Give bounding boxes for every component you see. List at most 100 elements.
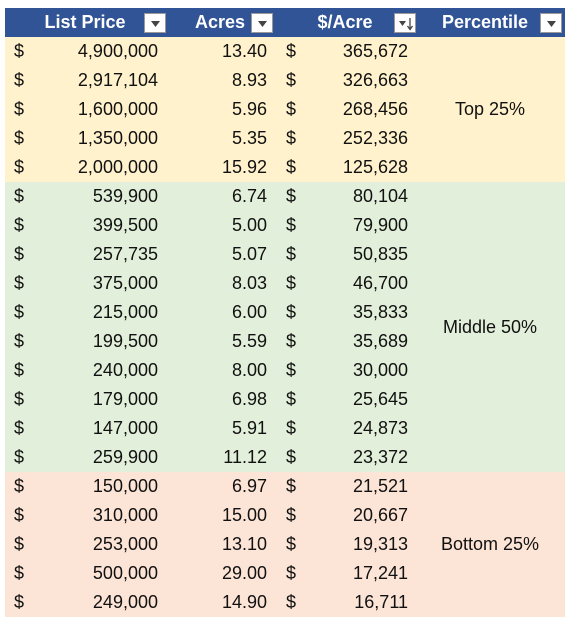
currency-symbol: $ [14,186,25,206]
price-per-acre: 20,667 [352,505,408,525]
currency-symbol: $ [286,186,297,206]
price-per-acre: 17,241 [352,563,408,583]
currency-symbol: $ [286,128,297,148]
list-price: 500,000 [92,563,158,583]
price-per-acre: 19,313 [352,534,408,554]
price-per-acre: 21,521 [352,476,408,496]
price-per-acre: 79,900 [352,215,408,235]
list-price: 259,900 [92,447,158,467]
acres: 5.59 [231,331,267,351]
list-price: 215,000 [92,302,158,322]
currency-symbol: $ [14,302,25,322]
currency-symbol: $ [14,447,25,467]
currency-symbol: $ [286,418,297,438]
currency-symbol: $ [14,534,25,554]
percentile-label: Bottom 25% [440,534,540,554]
list-price: 240,000 [92,360,158,380]
price-per-acre: 24,873 [352,418,408,438]
price-per-acre: 35,833 [352,302,408,322]
acres: 14.90 [221,592,267,612]
currency-symbol: $ [14,273,25,293]
currency-symbol: $ [14,505,25,525]
currency-symbol: $ [286,360,297,380]
acres: 6.98 [231,389,267,409]
price-per-acre: 23,372 [352,447,408,467]
filter-button[interactable] [251,13,273,33]
price-per-acre: 252,336 [342,128,408,148]
currency-symbol: $ [14,99,25,119]
currency-symbol: $ [286,244,297,264]
list-price: 253,000 [92,534,158,554]
acres: 15.92 [221,157,267,177]
price-per-acre: 125,628 [342,157,408,177]
header-cell: Percentile [430,8,540,37]
price-per-acre: 30,000 [352,360,408,380]
currency-symbol: $ [14,563,25,583]
acres: 5.96 [231,99,267,119]
list-price: 375,000 [92,273,158,293]
list-price: 2,000,000 [77,157,158,177]
acres: 8.00 [231,360,267,380]
currency-symbol: $ [14,476,25,496]
price-per-acre: 46,700 [352,273,408,293]
currency-symbol: $ [286,534,297,554]
list-price: 150,000 [92,476,158,496]
list-price: 1,350,000 [77,128,158,148]
currency-symbol: $ [286,70,297,90]
list-price: 199,500 [92,331,158,351]
acres: 5.07 [231,244,267,264]
currency-symbol: $ [286,99,297,119]
currency-symbol: $ [286,447,297,467]
list-price: 1,600,000 [77,99,158,119]
price-per-acre: 80,104 [352,186,408,206]
currency-symbol: $ [14,70,25,90]
header-cell: List Price [5,8,165,37]
price-per-acre: 268,456 [342,99,408,119]
list-price: 539,900 [92,186,158,206]
group-band [5,472,565,617]
filter-button[interactable] [540,13,562,33]
list-price: 147,000 [92,418,158,438]
percentile-label: Top 25% [454,99,526,119]
list-price: 257,735 [92,244,158,264]
list-price: 4,900,000 [77,41,158,61]
price-per-acre: 16,711 [354,592,408,612]
acres: 5.00 [231,215,267,235]
list-price: 179,000 [92,389,158,409]
price-per-acre: 365,672 [342,41,408,61]
currency-symbol: $ [286,273,297,293]
price-per-acre: 35,689 [352,331,408,351]
currency-symbol: $ [286,563,297,583]
currency-symbol: $ [14,331,25,351]
acres: 13.40 [221,41,267,61]
list-price: 399,500 [92,215,158,235]
acres: 11.12 [223,447,267,467]
currency-symbol: $ [286,215,297,235]
price-per-acre: 25,645 [352,389,408,409]
filter-button[interactable] [144,13,166,33]
list-price: 310,000 [92,505,158,525]
acres: 29.00 [221,563,267,583]
list-price: 249,000 [92,592,158,612]
sort-button[interactable] [394,13,416,33]
currency-symbol: $ [14,244,25,264]
currency-symbol: $ [14,592,25,612]
group-band [5,37,565,182]
acres: 8.03 [231,273,267,293]
currency-symbol: $ [286,302,297,322]
acres: 8.93 [231,70,267,90]
price-per-acre: 326,663 [342,70,408,90]
acres: 6.97 [231,476,267,496]
currency-symbol: $ [14,418,25,438]
currency-symbol: $ [286,41,297,61]
acres: 6.00 [231,302,267,322]
currency-symbol: $ [286,592,297,612]
currency-symbol: $ [286,331,297,351]
currency-symbol: $ [14,41,25,61]
acres: 5.91 [231,418,267,438]
currency-symbol: $ [286,476,297,496]
acres: 5.35 [231,128,267,148]
price-per-acre: 50,835 [352,244,408,264]
currency-symbol: $ [14,128,25,148]
